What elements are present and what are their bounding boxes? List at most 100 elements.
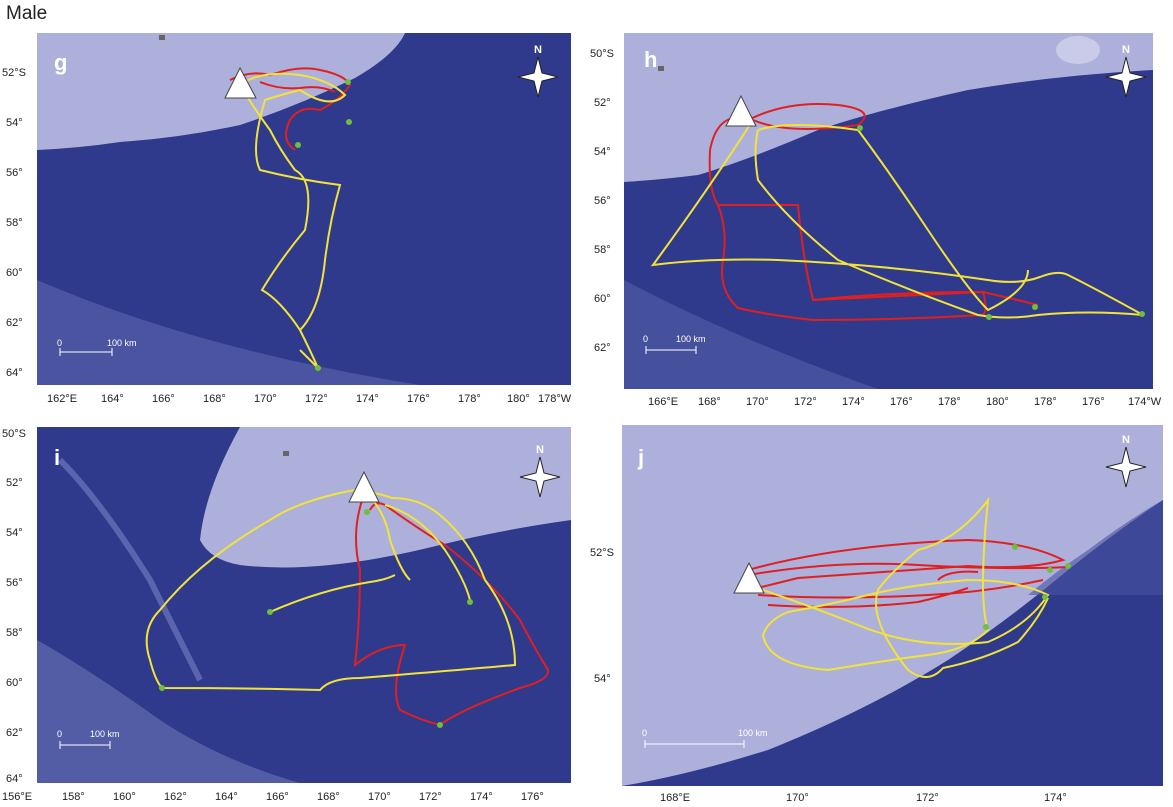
- shallow-area: [57, 457, 203, 682]
- y-tick-label: 54°: [6, 117, 23, 129]
- x-tick-label: 172°: [419, 791, 442, 803]
- x-tick-label: 170°: [368, 791, 391, 803]
- shelf-area: [200, 427, 571, 568]
- compass-icon: N: [1105, 434, 1147, 488]
- end-point: [346, 119, 352, 125]
- track-yellow: [747, 496, 1050, 678]
- y-tick-label: 58°: [6, 217, 23, 229]
- scale-start-label: 0: [642, 728, 647, 738]
- track-yellow: [650, 119, 1144, 319]
- y-tick-label: 64°: [6, 367, 23, 379]
- x-tick-label: 164°: [215, 791, 238, 803]
- y-axis-labels: 50°S 52° 54° 56° 58° 60° 62° 64°: [2, 428, 26, 785]
- track-red: [747, 562, 1069, 576]
- end-point: [1042, 594, 1048, 600]
- x-tick-label: 158°: [62, 791, 85, 803]
- y-tick-label: 62°: [594, 342, 611, 354]
- shallow-area: [37, 640, 300, 783]
- x-tick-label: 178°W: [538, 393, 572, 405]
- x-tick-label: 174°W: [1128, 396, 1162, 408]
- colony-marker-icon: [725, 94, 757, 127]
- y-tick-label: 54°: [6, 527, 23, 539]
- map-h-svg: h N 0 100 km 166°E 168° 170° 172° 174° 1…: [590, 33, 1162, 408]
- y-tick-label: 52°: [594, 97, 611, 109]
- track-red: [812, 290, 1039, 306]
- panel-letter: i: [54, 445, 60, 470]
- compass-icon: N: [517, 44, 559, 98]
- scale-end-label: 100 km: [90, 729, 120, 739]
- colony-marker-icon: [224, 66, 257, 99]
- shallow-area: [37, 280, 420, 385]
- y-tick-label: 60°: [594, 293, 611, 305]
- x-tick-label: 170°: [746, 396, 769, 408]
- x-tick-label: 180°: [986, 396, 1009, 408]
- shelf-area: [1056, 36, 1100, 64]
- end-point: [345, 79, 351, 85]
- compass-icon: N: [1105, 44, 1147, 98]
- compass-north-label: N: [534, 44, 542, 56]
- end-point: [467, 599, 473, 605]
- x-tick-label: 176°: [1082, 396, 1105, 408]
- x-tick-label: 178°: [1034, 396, 1057, 408]
- end-point: [1047, 567, 1053, 573]
- x-tick-label: 164°: [101, 393, 124, 405]
- x-tick-label: 172°: [916, 792, 939, 804]
- shelf-area: [37, 33, 405, 150]
- y-tick-label: 52°S: [590, 547, 614, 559]
- x-tick-label: 178°: [938, 396, 961, 408]
- x-tick-label: 178°: [458, 393, 481, 405]
- island-marker: [283, 451, 289, 456]
- track-yellow: [145, 489, 517, 692]
- end-point: [983, 624, 989, 630]
- x-tick-label: 176°: [521, 791, 544, 803]
- end-point: [1065, 563, 1071, 569]
- panel-letter: h: [644, 47, 657, 72]
- y-tick-label: 62°: [6, 727, 23, 739]
- x-tick-label: 168°: [203, 393, 226, 405]
- y-tick-label: 60°: [6, 677, 23, 689]
- x-tick-label: 170°: [254, 393, 277, 405]
- track-red: [747, 538, 1066, 608]
- compass-north-label: N: [536, 444, 544, 456]
- end-point: [364, 509, 370, 515]
- x-tick-label: 170°: [786, 792, 809, 804]
- y-tick-label: 56°: [594, 195, 611, 207]
- end-point: [437, 722, 443, 728]
- y-tick-label: 64°: [6, 773, 23, 785]
- end-point: [986, 314, 992, 320]
- map-panel-i: i N 0 100 km 156°E 158° 160° 162° 164° 1…: [0, 420, 580, 807]
- colony-marker-icon: [733, 561, 765, 594]
- x-tick-label: 172°: [305, 393, 328, 405]
- y-tick-label: 50°S: [2, 428, 26, 440]
- scale-end-label: 100 km: [738, 728, 768, 738]
- x-tick-label: 174°: [842, 396, 865, 408]
- map-j-svg: j N 0 100 km 168°E 170° 172° 174° 52°S 5…: [590, 425, 1163, 804]
- y-tick-label: 56°: [6, 167, 23, 179]
- track-yellow: [757, 124, 1029, 312]
- x-axis-labels: 162°E 164° 166° 168° 170° 172° 174° 176°…: [47, 393, 572, 405]
- map-g-svg: g N 0 100 km 162°E 164° 166° 168° 170° 1…: [2, 33, 572, 405]
- y-tick-label: 62°: [6, 317, 23, 329]
- figure-title: Male: [6, 3, 48, 24]
- scale-bar: 0 100 km: [642, 728, 768, 748]
- y-tick-label: 58°: [594, 244, 611, 256]
- shallow-area: [624, 280, 878, 389]
- compass-north-label: N: [1122, 434, 1130, 446]
- map-panel-j: j N 0 100 km 168°E 170° 172° 174° 52°S 5…: [588, 420, 1173, 807]
- y-axis-labels: 50°S 52° 54° 56° 58° 60° 62°: [590, 48, 614, 354]
- compass-north-label: N: [1122, 44, 1130, 56]
- x-tick-label: 174°: [470, 791, 493, 803]
- end-point: [1032, 304, 1038, 310]
- y-tick-label: 58°: [6, 627, 23, 639]
- map-panel-h: h N 0 100 km 166°E 168° 170° 172° 174° 1…: [588, 30, 1173, 410]
- ocean-area: [622, 500, 1163, 786]
- end-point: [315, 365, 321, 371]
- scale-bar: 0 100 km: [57, 729, 120, 749]
- y-tick-label: 50°S: [590, 48, 614, 60]
- scale-start-label: 0: [57, 729, 62, 739]
- x-tick-label: 174°: [356, 393, 379, 405]
- x-tick-label: 174°: [1044, 792, 1067, 804]
- y-tick-label: 54°: [594, 146, 611, 158]
- y-axis-labels: 52°S 54° 56° 58° 60° 62° 64°: [2, 67, 26, 379]
- end-point: [1139, 311, 1145, 317]
